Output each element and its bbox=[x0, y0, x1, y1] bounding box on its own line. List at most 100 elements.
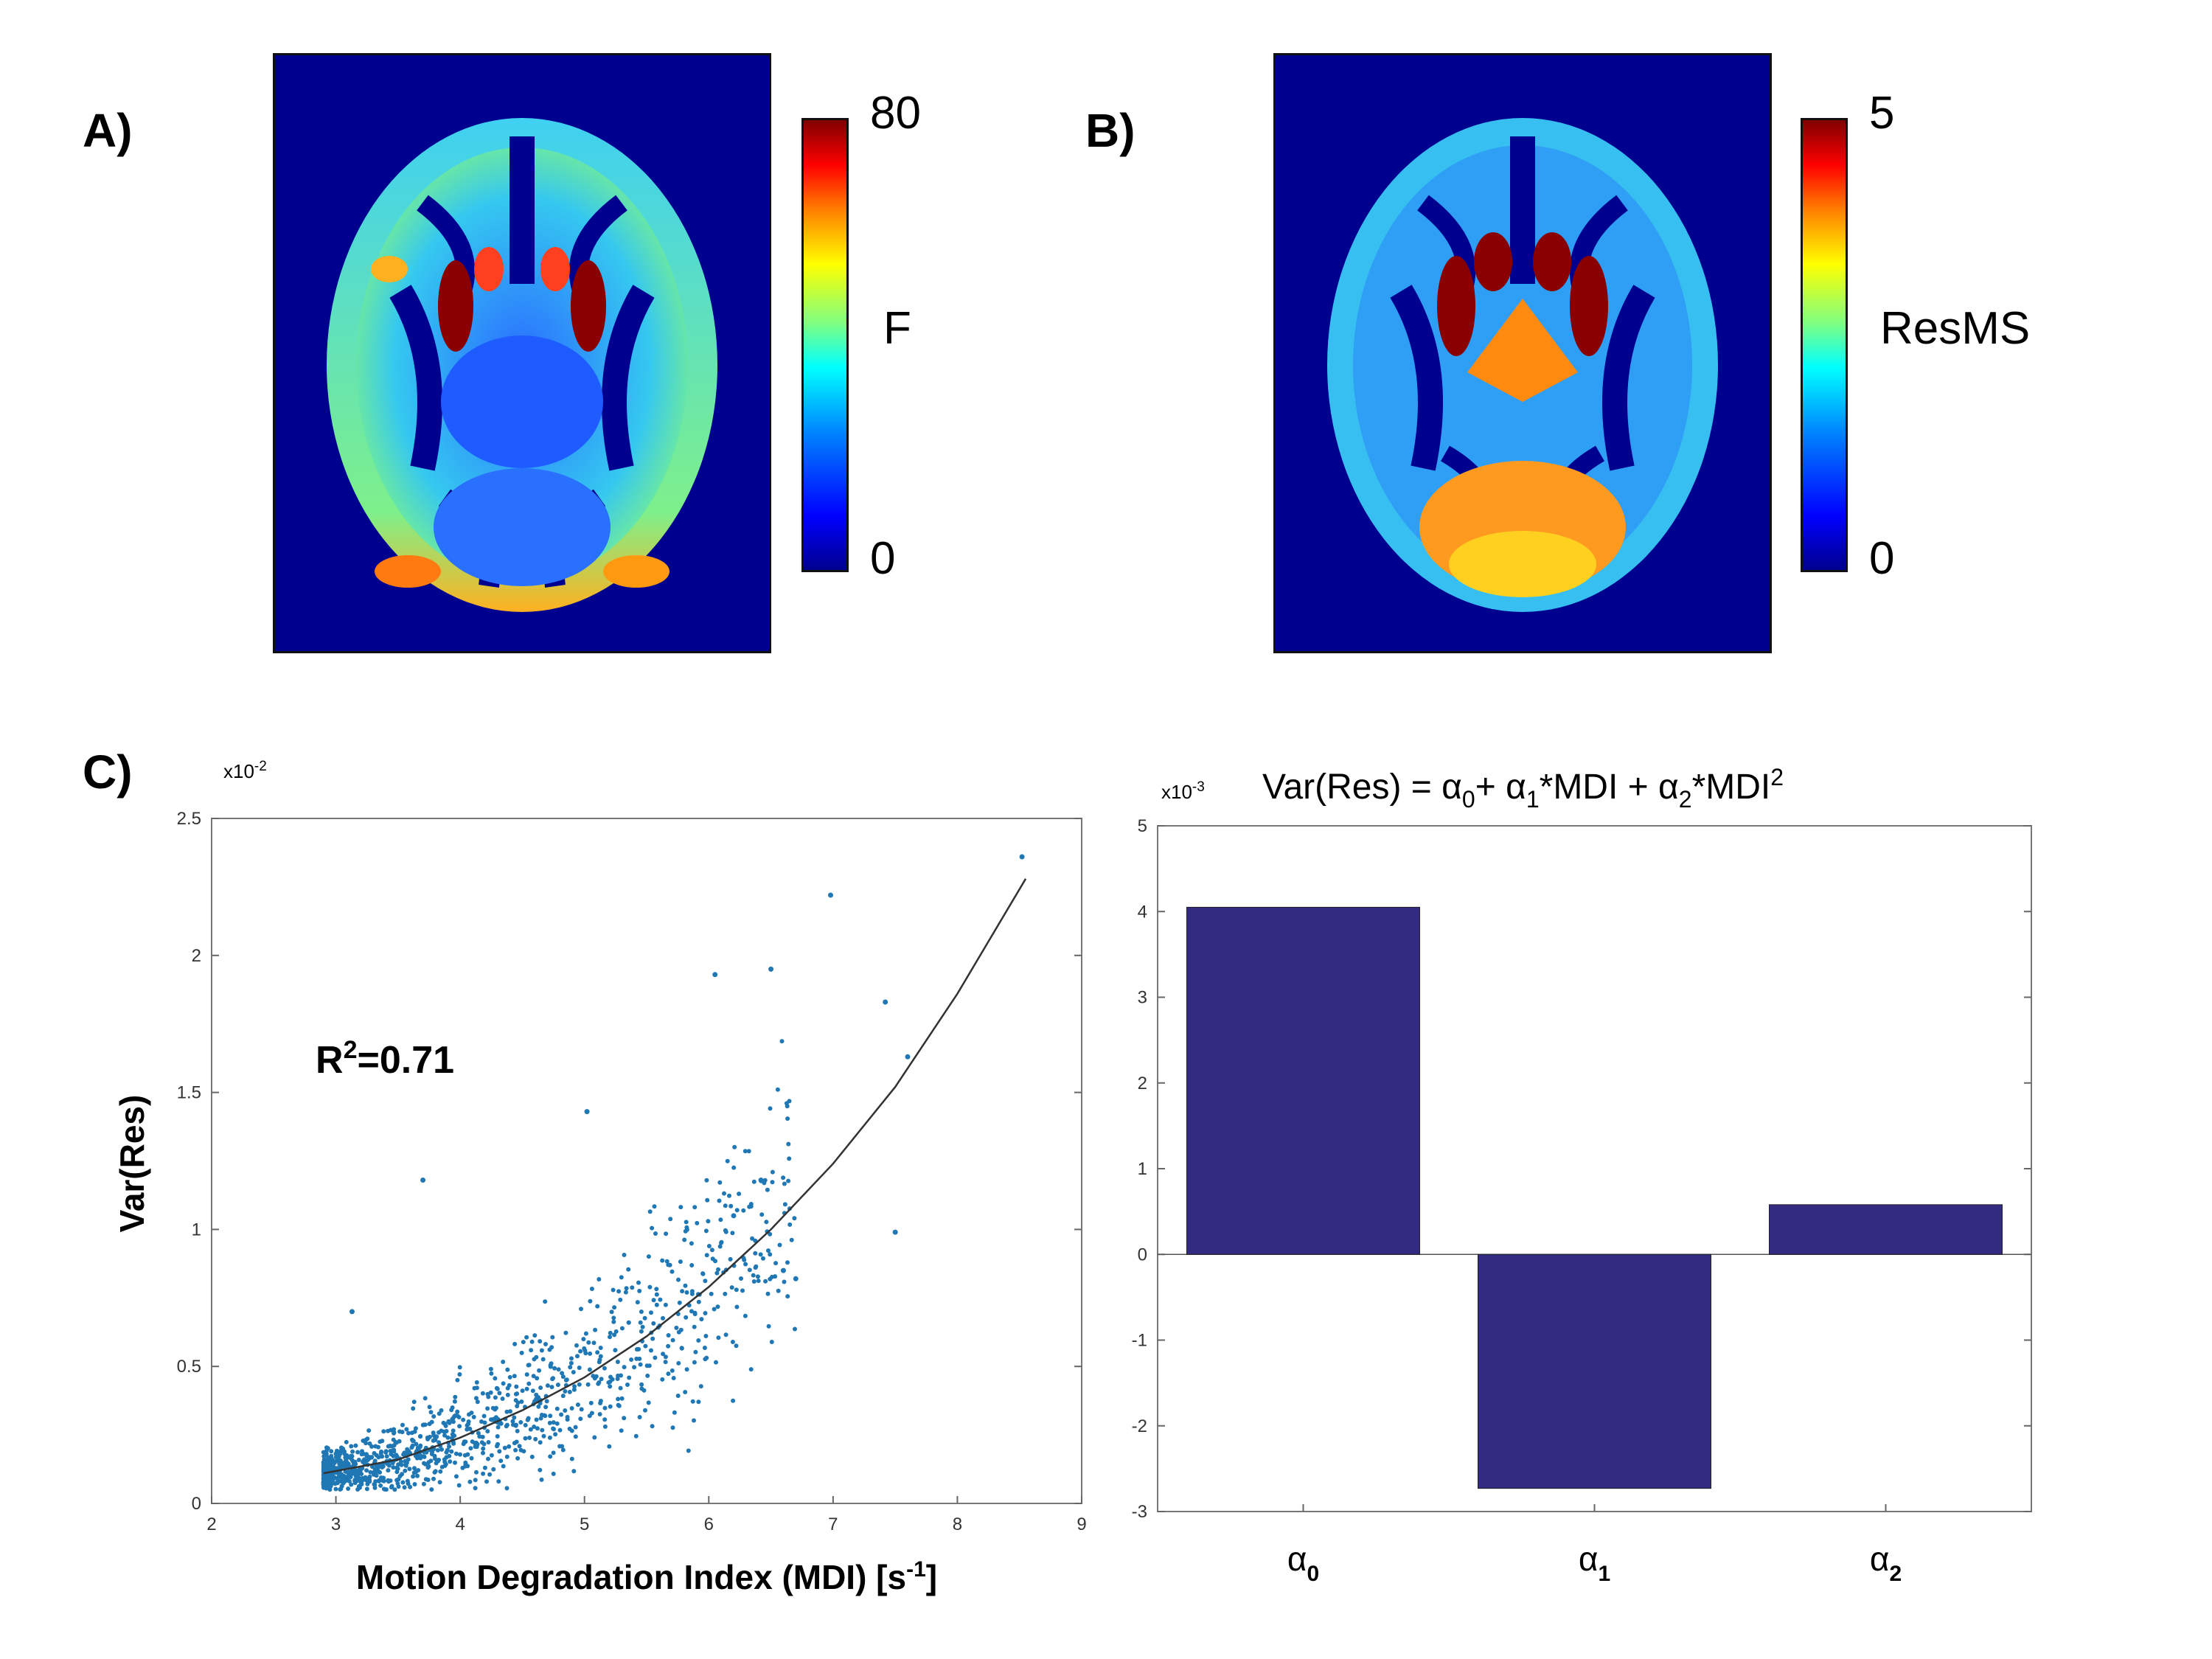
scatter-point bbox=[535, 1376, 540, 1381]
scatter-point bbox=[523, 1436, 528, 1441]
scatter-point bbox=[717, 1198, 722, 1203]
scatter-point bbox=[485, 1429, 490, 1434]
scatter-point bbox=[637, 1415, 642, 1419]
scatter-point bbox=[750, 1236, 755, 1241]
scatter-point bbox=[608, 1404, 613, 1409]
scatter-point bbox=[602, 1424, 608, 1429]
scatter-point bbox=[748, 1204, 754, 1209]
scatter-point bbox=[481, 1413, 487, 1419]
scatter-point bbox=[467, 1479, 473, 1484]
scatter-point bbox=[689, 1241, 694, 1246]
scatter-point bbox=[723, 1203, 728, 1208]
scatter-point bbox=[658, 1297, 663, 1302]
scatter-point bbox=[417, 1444, 422, 1450]
scatter-point bbox=[335, 1450, 340, 1455]
scatter-point bbox=[507, 1444, 512, 1449]
scatter-point bbox=[551, 1426, 556, 1431]
scatter-point bbox=[575, 1354, 580, 1359]
scatter-point bbox=[759, 1212, 765, 1217]
scatter-point bbox=[615, 1377, 620, 1381]
scatter-point bbox=[646, 1400, 651, 1405]
scatter-point bbox=[563, 1330, 568, 1335]
scatter-point bbox=[672, 1410, 677, 1415]
scatter-point bbox=[747, 1267, 752, 1273]
ventricle-region bbox=[1467, 299, 1578, 402]
scatter-point bbox=[565, 1414, 570, 1419]
scatter-point bbox=[746, 1149, 751, 1154]
scatter-point bbox=[698, 1384, 703, 1389]
scatter-point bbox=[490, 1405, 495, 1411]
scatter-point bbox=[616, 1403, 622, 1408]
scatter-point bbox=[543, 1405, 549, 1410]
scatter-point bbox=[654, 1287, 659, 1292]
scatter-point bbox=[731, 1398, 736, 1403]
scatter-point bbox=[352, 1478, 358, 1483]
scatter-point bbox=[689, 1291, 695, 1296]
scatter-point bbox=[398, 1459, 403, 1464]
scatter-point bbox=[525, 1417, 530, 1422]
scatter-point bbox=[355, 1450, 361, 1455]
scatter-point bbox=[751, 1279, 757, 1284]
scatter-point bbox=[737, 1192, 742, 1197]
scatter-point bbox=[538, 1440, 543, 1445]
scatter-point bbox=[526, 1363, 532, 1368]
scatter-point bbox=[775, 1087, 780, 1092]
scatter-point bbox=[454, 1474, 459, 1479]
scatter-point bbox=[560, 1374, 566, 1380]
scatter-point bbox=[703, 1334, 709, 1338]
scatter-point bbox=[650, 1424, 655, 1429]
scatter-point bbox=[396, 1462, 401, 1467]
colorbar-resms-title: ResMS bbox=[1880, 303, 2031, 354]
scatter-point bbox=[763, 1279, 768, 1284]
scatter-point bbox=[792, 1216, 797, 1221]
scatter-point bbox=[475, 1399, 480, 1405]
scatter-point bbox=[372, 1451, 377, 1455]
scatter-point bbox=[495, 1434, 500, 1439]
scatter-point bbox=[595, 1304, 600, 1309]
scatter-point bbox=[474, 1396, 479, 1401]
putamen-right bbox=[1570, 256, 1608, 356]
scatter-point bbox=[568, 1360, 574, 1366]
scatter-point bbox=[437, 1411, 442, 1416]
scatter-point bbox=[350, 1449, 355, 1454]
scatter-point bbox=[505, 1367, 510, 1372]
scatter-point bbox=[575, 1402, 580, 1408]
scatter-point bbox=[586, 1340, 591, 1345]
scatter-point bbox=[883, 999, 888, 1005]
scatter-point bbox=[488, 1366, 493, 1371]
scatter-point bbox=[515, 1455, 521, 1461]
scatter-point bbox=[442, 1429, 447, 1434]
scatter-point bbox=[452, 1399, 457, 1404]
scatter-point bbox=[337, 1461, 342, 1467]
scatter-point bbox=[515, 1391, 520, 1397]
scatter-point bbox=[578, 1349, 583, 1354]
scatter-point bbox=[437, 1480, 442, 1485]
scatter-point bbox=[455, 1409, 460, 1414]
y-tick-label: 0 bbox=[1138, 1245, 1147, 1265]
scatter-point bbox=[427, 1422, 432, 1427]
panel-c-label: C) bbox=[83, 745, 133, 799]
scatter-point bbox=[462, 1439, 467, 1444]
scatter-point bbox=[400, 1422, 405, 1427]
scatter-point bbox=[367, 1441, 372, 1446]
scatter-point bbox=[591, 1374, 596, 1379]
scatter-point bbox=[730, 1340, 735, 1344]
scatter-point bbox=[539, 1348, 544, 1353]
scatter-point bbox=[692, 1324, 697, 1329]
scatter-point bbox=[569, 1356, 574, 1361]
scatter-point bbox=[438, 1469, 443, 1474]
scatter-point bbox=[669, 1269, 675, 1274]
scatter-point bbox=[487, 1472, 493, 1477]
scatter-point bbox=[619, 1396, 625, 1401]
scatter-point bbox=[536, 1395, 541, 1400]
scatter-point bbox=[678, 1327, 684, 1332]
scatter-point bbox=[505, 1392, 510, 1397]
scatter-point bbox=[428, 1458, 434, 1464]
scatter-point bbox=[677, 1300, 682, 1305]
scatter-point bbox=[462, 1453, 467, 1458]
scatter-point bbox=[768, 966, 774, 972]
scatter-point bbox=[415, 1473, 420, 1478]
scatter-point bbox=[560, 1371, 565, 1376]
scatter-point bbox=[513, 1422, 518, 1427]
scatter-point bbox=[704, 1178, 709, 1183]
